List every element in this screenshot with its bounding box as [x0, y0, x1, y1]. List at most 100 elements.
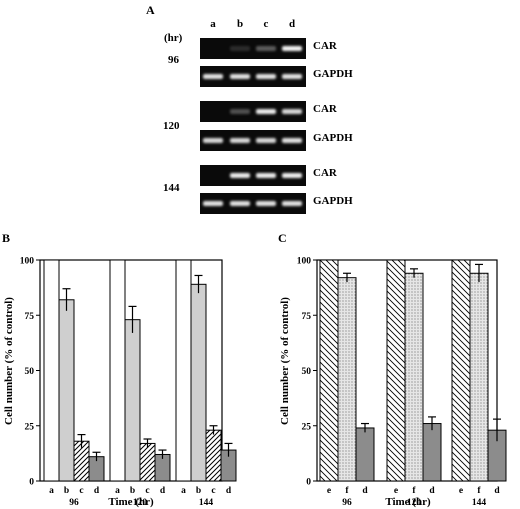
panel-b-letter: B — [2, 231, 10, 245]
panel-c-lane-label-96-e: e — [327, 486, 331, 496]
panel-c-ytick-label-50: 50 — [302, 367, 312, 377]
panel-b-lane-label-96-c: c — [79, 486, 83, 496]
panel-c-lane-label-120-e: e — [394, 486, 398, 496]
panel-b-lane-label-96-d: d — [94, 486, 100, 496]
gel-band-96-car-b — [230, 46, 250, 51]
gel-band-96-gapdh-a — [203, 74, 223, 79]
panel-c-lane-label-144-d: d — [494, 486, 500, 496]
panel-c-bar-120-d — [422, 423, 442, 482]
gel-band-120-gapdh-b — [230, 138, 250, 143]
gel-band-120-car-d — [282, 109, 302, 114]
gel-band-96-car-d — [282, 46, 302, 51]
gel-band-96-gapdh-c — [256, 74, 276, 79]
panel-c-ylabel: Cell number (% of control) — [279, 297, 291, 425]
panel-c-bar-96-f — [337, 277, 357, 482]
gel-band-120-gapdh-d — [282, 138, 302, 143]
panel-b-bar-120-a — [109, 259, 126, 482]
panel-c-ytick-label-0: 0 — [306, 478, 311, 488]
panel-b-lane-label-120-c: c — [145, 486, 149, 496]
panel-b-group-label-96: 96 — [69, 498, 79, 508]
panel-c-xlabel: Time (hr) — [385, 496, 431, 508]
gel-band-96-car-c — [256, 46, 276, 51]
panel-b-group-label-144: 144 — [199, 498, 214, 508]
panel-b-lane-label-144-c: c — [211, 486, 215, 496]
lane-label-a: a — [210, 18, 216, 30]
panel-c-bar-120-f — [404, 272, 424, 482]
panel-b-bar-120-b — [124, 319, 141, 482]
panel-c-group-label-144: 144 — [472, 498, 487, 508]
panel-c-bar-120-e — [386, 259, 406, 482]
panel-b-bar-120-c — [139, 442, 156, 482]
panel-b-lane-label-144-d: d — [226, 486, 232, 496]
panel-b-bar-144-b — [190, 283, 207, 482]
panel-c-lane-label-120-d: d — [429, 486, 435, 496]
panel-b-lane-label-144-a: a — [181, 486, 186, 496]
panel-c-ytick-label-25: 25 — [302, 422, 312, 432]
panel-b-group-label-120: 120 — [133, 498, 148, 508]
panel-b-xlabel: Time (hr) — [108, 496, 154, 508]
gel-time-120: 120 — [163, 120, 180, 132]
panel-b-lane-label-144-b: b — [196, 486, 201, 496]
gel-strip-144-gapdh — [200, 193, 306, 214]
panel-c-bar-96-d — [355, 427, 375, 482]
panel-b-ytick-label-25: 25 — [25, 422, 35, 432]
panel-c-lane-label-144-e: e — [459, 486, 463, 496]
panel-c-group-label-96: 96 — [342, 498, 352, 508]
gel-time-144: 144 — [163, 182, 180, 194]
panel-b-ytick-label-0: 0 — [29, 478, 34, 488]
gel-band-120-car-b — [230, 109, 250, 114]
panel-c-lane-label-96-f: f — [345, 486, 349, 496]
panel-b-bar-96-b — [58, 299, 75, 482]
panel-c-bar-96-e — [319, 259, 339, 482]
panel-b-lane-label-96-b: b — [64, 486, 69, 496]
time-unit-label: (hr) — [164, 32, 183, 44]
panel-b-lane-label-120-d: d — [160, 486, 166, 496]
panel-b-ylabel: Cell number (% of control) — [3, 297, 15, 425]
gel-band-144-car-c — [256, 173, 276, 178]
panel-c-letter: C — [278, 231, 287, 245]
gel-band-96-gapdh-b — [230, 74, 250, 79]
gel-row-label-96-car: CAR — [313, 40, 338, 52]
gel-time-96: 96 — [168, 54, 180, 66]
panel-a-gels: A (hr) a b c d 96 120 144 CAR GAPDH CAR … — [146, 3, 353, 214]
panel-c-bar-chart: C Cell number (% of control) Time (hr) 0… — [278, 231, 507, 508]
gel-band-144-gapdh-b — [230, 201, 250, 206]
gel-band-144-gapdh-a — [203, 201, 223, 206]
gel-band-120-car-c — [256, 109, 276, 114]
gel-strip-144-car — [200, 165, 306, 186]
gel-band-144-gapdh-d — [282, 201, 302, 206]
panel-b-bar-96-a — [43, 259, 60, 482]
panel-b-bar-144-a — [175, 259, 192, 482]
panel-c-ytick-label-100: 100 — [297, 257, 312, 267]
panel-b-bar-chart: B Cell number (% of control) Time (hr) 0… — [2, 231, 237, 508]
gel-band-120-gapdh-a — [203, 138, 223, 143]
panel-c-group-label-120: 120 — [407, 498, 422, 508]
gel-band-144-gapdh-c — [256, 201, 276, 206]
panel-c-bar-144-f — [469, 272, 489, 482]
panel-c-bar-144-e — [451, 259, 471, 482]
lane-label-b: b — [237, 18, 243, 30]
lane-label-d: d — [289, 18, 295, 30]
panel-c-lane-label-96-d: d — [362, 486, 368, 496]
gel-strip-96-car — [200, 38, 306, 59]
panel-b-ytick-label-50: 50 — [25, 367, 35, 377]
lane-label-c: c — [264, 18, 269, 30]
gel-strip-120-car — [200, 101, 306, 122]
gel-band-144-car-b — [230, 173, 250, 178]
panel-c-lane-label-144-f: f — [477, 486, 481, 496]
panel-b-lane-label-120-b: b — [130, 486, 135, 496]
gel-row-label-120-car: CAR — [313, 103, 338, 115]
gel-band-144-car-d — [282, 173, 302, 178]
gel-strip-96-gapdh — [200, 66, 306, 87]
panel-c-lane-label-120-f: f — [412, 486, 416, 496]
panel-b-bar-144-c — [205, 429, 222, 482]
gel-row-label-144-car: CAR — [313, 167, 338, 179]
panel-c-ytick-label-75: 75 — [302, 312, 312, 322]
gel-row-label-144-gapdh: GAPDH — [313, 195, 353, 207]
gel-row-label-120-gapdh: GAPDH — [313, 132, 353, 144]
gel-strip-120-gapdh — [200, 130, 306, 151]
panel-b-ytick-label-100: 100 — [20, 257, 35, 267]
gel-band-96-gapdh-d — [282, 74, 302, 79]
gel-band-120-gapdh-c — [256, 138, 276, 143]
